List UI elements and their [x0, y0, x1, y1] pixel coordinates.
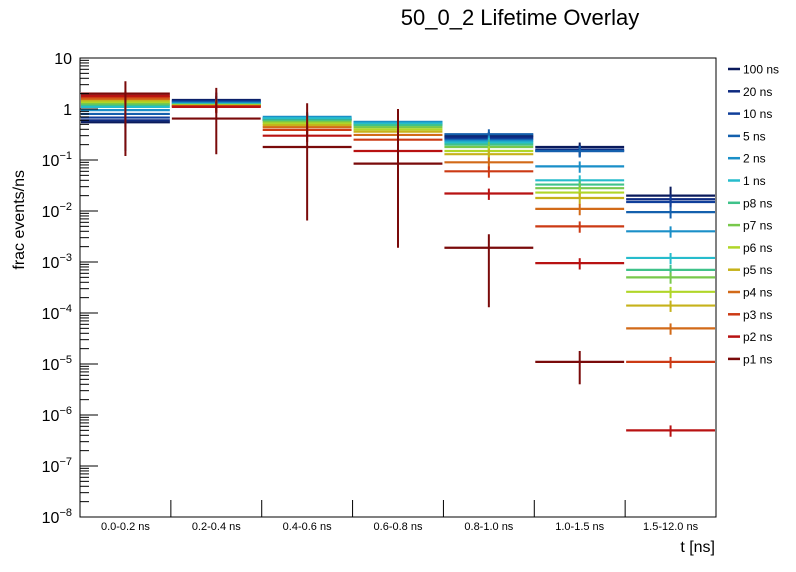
x-axis-label: t [ns] — [680, 539, 715, 556]
series-p1-ns — [81, 81, 625, 385]
x-tick-label: 1.5-12.0 ns — [643, 521, 699, 533]
x-tick-label: 0.4-0.6 ns — [283, 521, 332, 533]
legend-item: 10 ns — [728, 107, 772, 121]
x-tick-label: 0.6-0.8 ns — [374, 521, 423, 533]
y-tick-label: 10 — [54, 51, 72, 68]
legend-item: p7 ns — [728, 219, 772, 233]
legend-label: 1 ns — [743, 174, 766, 188]
legend-label: p5 ns — [743, 263, 772, 277]
x-tick-label: 0.2-0.4 ns — [192, 521, 241, 533]
plot-area — [81, 81, 715, 437]
x-axis: 0.0-0.2 ns 0.2-0.4 ns 0.4-0.6 ns 0.6-0.8 ns… — [101, 500, 699, 533]
legend-label: 20 ns — [743, 85, 772, 99]
legend-item: 2 ns — [728, 152, 766, 166]
legend-label: p1 ns — [743, 352, 772, 366]
y-tick-label: 10−3 — [42, 252, 72, 272]
plot-frame — [79, 57, 717, 518]
y-tick-label: 1 — [63, 102, 72, 119]
x-tick-label: 0.0-0.2 ns — [101, 521, 150, 533]
legend-item: 5 ns — [728, 129, 766, 143]
y-tick-label: 10−1 — [42, 150, 72, 170]
y-axis: 10 1 10−1 10−2 10−3 10−4 10−5 10−6 10−7 10−8 — [42, 51, 98, 527]
y-tick-label: 10−4 — [42, 303, 72, 323]
legend-label: 5 ns — [743, 129, 766, 143]
legend-label: p4 ns — [743, 286, 772, 300]
legend-label: 100 ns — [743, 63, 779, 77]
x-tick-label: 1.0-1.5 ns — [555, 521, 604, 533]
y-tick-label: 10−5 — [42, 354, 72, 374]
legend-item: p1 ns — [728, 352, 772, 366]
legend-item: 20 ns — [728, 85, 772, 99]
legend-label: p3 ns — [743, 308, 772, 322]
legend-label: p6 ns — [743, 241, 772, 255]
legend-item: p2 ns — [728, 330, 772, 344]
y-tick-label: 10−7 — [42, 456, 72, 476]
legend-item: p3 ns — [728, 308, 772, 322]
y-axis-label: frac events/ns — [11, 170, 28, 270]
legend-item: 100 ns — [728, 63, 779, 77]
legend-item: p5 ns — [728, 263, 772, 277]
legend-label: 2 ns — [743, 152, 766, 166]
legend-item: p8 ns — [728, 196, 772, 210]
legend-label: p7 ns — [743, 219, 772, 233]
legend-label: p2 ns — [743, 330, 772, 344]
y-tick-label: 10−6 — [42, 405, 72, 425]
y-tick-label: 10−2 — [42, 201, 72, 221]
legend-label: p8 ns — [743, 196, 772, 210]
legend: 100 ns 20 ns 10 ns 5 ns 2 ns 1 ns p8 ns p7 ns p6… — [728, 63, 779, 366]
legend-item: 1 ns — [728, 174, 766, 188]
y-tick-label: 10−8 — [42, 507, 72, 527]
legend-label: 10 ns — [743, 107, 772, 121]
chart-title: 50_0_2 Lifetime Overlay — [401, 5, 639, 30]
legend-item: p4 ns — [728, 286, 772, 300]
legend-item: p6 ns — [728, 241, 772, 255]
x-tick-label: 0.8-1.0 ns — [464, 521, 513, 533]
